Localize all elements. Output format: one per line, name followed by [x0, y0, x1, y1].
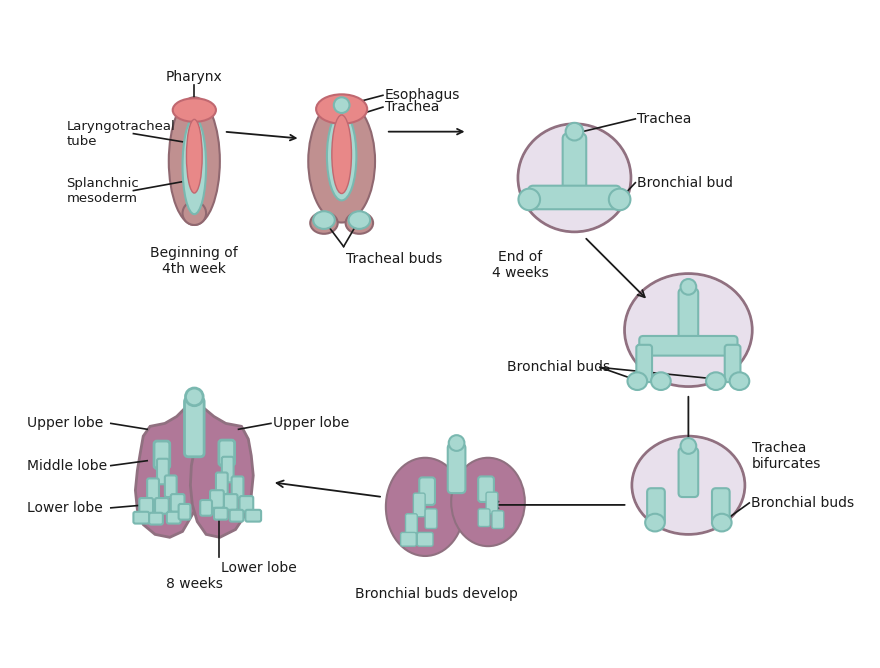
FancyBboxPatch shape [171, 494, 185, 512]
FancyBboxPatch shape [231, 476, 244, 498]
Text: Middle lobe: Middle lobe [27, 459, 107, 473]
Ellipse shape [313, 211, 334, 229]
Ellipse shape [348, 211, 370, 229]
FancyBboxPatch shape [400, 532, 416, 546]
FancyBboxPatch shape [406, 514, 417, 533]
FancyBboxPatch shape [230, 510, 244, 522]
Ellipse shape [645, 514, 664, 532]
FancyBboxPatch shape [134, 512, 149, 524]
Text: 8 weeks: 8 weeks [165, 576, 223, 591]
Ellipse shape [712, 514, 731, 532]
Ellipse shape [182, 118, 206, 214]
Polygon shape [136, 397, 198, 537]
Ellipse shape [172, 98, 216, 122]
FancyBboxPatch shape [147, 478, 159, 500]
Text: Upper lobe: Upper lobe [273, 416, 349, 430]
FancyBboxPatch shape [216, 472, 228, 494]
Ellipse shape [316, 94, 367, 124]
FancyBboxPatch shape [219, 440, 235, 466]
Text: Trachea: Trachea [385, 100, 439, 114]
Ellipse shape [332, 115, 351, 194]
FancyBboxPatch shape [155, 498, 169, 514]
Ellipse shape [519, 126, 629, 230]
FancyBboxPatch shape [492, 511, 503, 528]
FancyBboxPatch shape [478, 509, 490, 526]
FancyBboxPatch shape [647, 488, 664, 524]
FancyBboxPatch shape [486, 492, 498, 514]
Text: Bronchial bud: Bronchial bud [637, 176, 733, 190]
FancyBboxPatch shape [246, 510, 261, 522]
FancyBboxPatch shape [214, 508, 228, 520]
FancyBboxPatch shape [725, 345, 740, 382]
FancyBboxPatch shape [185, 398, 204, 457]
Ellipse shape [187, 120, 202, 193]
Text: Lower lobe: Lower lobe [27, 501, 103, 515]
Ellipse shape [346, 212, 373, 234]
Ellipse shape [730, 372, 749, 390]
Text: Trachea
bifurcates: Trachea bifurcates [752, 441, 822, 471]
Circle shape [186, 388, 203, 405]
FancyBboxPatch shape [239, 496, 253, 512]
FancyBboxPatch shape [712, 488, 730, 524]
Text: Pharynx: Pharynx [166, 69, 223, 84]
Text: Esophagus: Esophagus [385, 88, 460, 102]
Circle shape [680, 279, 696, 295]
FancyBboxPatch shape [678, 289, 698, 344]
Text: Lower lobe: Lower lobe [221, 561, 297, 575]
FancyBboxPatch shape [222, 457, 233, 482]
Ellipse shape [308, 100, 375, 222]
FancyBboxPatch shape [210, 490, 224, 508]
Text: Bronchial buds: Bronchial buds [752, 496, 854, 510]
FancyBboxPatch shape [425, 509, 437, 528]
FancyBboxPatch shape [528, 186, 620, 209]
Text: Laryngotracheal
tube: Laryngotracheal tube [67, 120, 175, 148]
FancyBboxPatch shape [414, 493, 425, 517]
Circle shape [566, 123, 583, 140]
Ellipse shape [327, 112, 356, 200]
Text: Beginning of
4th week: Beginning of 4th week [150, 246, 238, 276]
Circle shape [680, 438, 696, 454]
FancyBboxPatch shape [636, 345, 652, 382]
Ellipse shape [311, 212, 338, 234]
FancyBboxPatch shape [419, 478, 435, 505]
Ellipse shape [169, 98, 220, 225]
FancyBboxPatch shape [149, 513, 163, 524]
Ellipse shape [518, 188, 540, 210]
Ellipse shape [626, 275, 751, 385]
Text: Upper lobe: Upper lobe [27, 416, 104, 430]
FancyBboxPatch shape [224, 494, 238, 510]
Text: Bronchial buds: Bronchial buds [507, 361, 610, 374]
Ellipse shape [385, 458, 465, 556]
Text: Trachea: Trachea [637, 112, 692, 126]
Circle shape [334, 98, 349, 113]
FancyBboxPatch shape [562, 134, 586, 198]
FancyBboxPatch shape [417, 532, 433, 546]
Ellipse shape [609, 188, 630, 210]
FancyBboxPatch shape [201, 500, 212, 516]
FancyBboxPatch shape [639, 336, 737, 355]
Ellipse shape [651, 372, 671, 390]
Ellipse shape [706, 372, 726, 390]
Ellipse shape [627, 372, 647, 390]
FancyBboxPatch shape [157, 459, 169, 484]
Circle shape [182, 201, 206, 225]
Text: Splanchnic
mesoderm: Splanchnic mesoderm [67, 176, 139, 204]
Ellipse shape [634, 438, 744, 533]
Text: Tracheal buds: Tracheal buds [346, 253, 442, 267]
Text: End of
4 weeks: End of 4 weeks [492, 250, 549, 280]
FancyBboxPatch shape [165, 476, 177, 497]
Text: Bronchial buds develop: Bronchial buds develop [356, 587, 518, 601]
FancyBboxPatch shape [478, 476, 494, 502]
FancyBboxPatch shape [179, 504, 190, 520]
FancyBboxPatch shape [678, 448, 698, 497]
FancyBboxPatch shape [154, 441, 170, 468]
FancyBboxPatch shape [167, 512, 180, 524]
FancyBboxPatch shape [448, 444, 466, 493]
Polygon shape [190, 397, 253, 537]
Ellipse shape [451, 458, 524, 546]
FancyBboxPatch shape [139, 498, 153, 514]
Circle shape [449, 435, 465, 451]
